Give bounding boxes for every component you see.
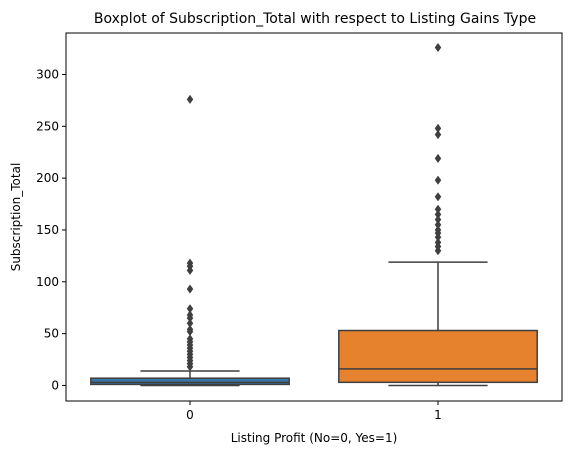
y-axis: 0 50 100 150 200 250 300 — [36, 67, 66, 392]
y-tick-label: 300 — [36, 67, 59, 81]
outlier-point — [434, 225, 442, 235]
outlier-point — [434, 192, 442, 202]
outlier-point — [434, 237, 442, 248]
plot-area — [90, 42, 538, 387]
x-axis-label: Listing Profit (No=0, Yes=1) — [231, 431, 398, 445]
y-tick-label: 0 — [51, 378, 59, 392]
outlier-point — [434, 175, 442, 185]
outlier-point — [434, 123, 442, 133]
box-iqr — [90, 377, 290, 386]
y-tick-label: 250 — [36, 119, 59, 133]
outlier-point — [186, 318, 194, 328]
box-iqr — [338, 329, 538, 384]
outlier-point — [186, 310, 194, 320]
outlier-point — [186, 284, 194, 294]
y-tick-label: 100 — [36, 275, 59, 289]
outlier-point — [434, 209, 442, 220]
outlier-point — [186, 334, 194, 344]
outlier-point — [186, 94, 194, 104]
chart-title: Boxplot of Subscription_Total with respe… — [94, 11, 536, 27]
box-group-0 — [90, 94, 290, 387]
y-tick-label: 50 — [44, 327, 59, 341]
outlier-point — [186, 324, 194, 335]
y-axis-label: Subscription_Total — [9, 163, 23, 272]
outlier-point — [434, 42, 442, 53]
box-group-1 — [338, 42, 538, 387]
outlier-point — [434, 153, 442, 164]
plot-frame — [65, 32, 563, 402]
y-tick-label: 200 — [36, 171, 59, 185]
outlier-point — [434, 129, 442, 140]
x-tick-label: 0 — [186, 408, 194, 422]
outlier-point — [434, 220, 442, 230]
outlier-point — [186, 304, 194, 314]
outlier-point — [434, 214, 442, 225]
outlier-point — [434, 204, 442, 214]
x-tick-label: 1 — [434, 408, 442, 422]
y-tick-label: 150 — [36, 223, 59, 237]
outlier-point — [186, 258, 194, 268]
